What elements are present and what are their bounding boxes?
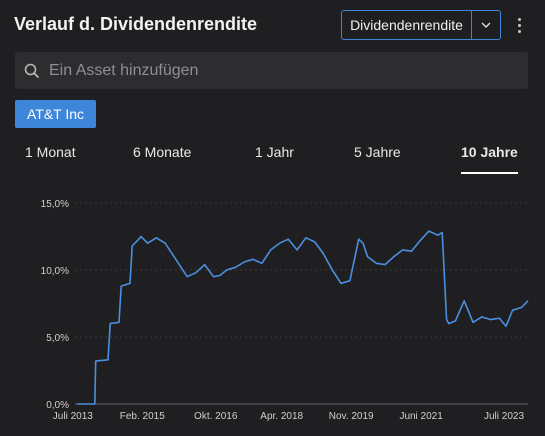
y-tick-label: 10,0%: [41, 266, 69, 277]
tab-1-year[interactable]: 1 Jahr: [255, 144, 294, 160]
more-options-icon[interactable]: [512, 15, 526, 35]
y-tick-label: 15,0%: [41, 199, 69, 210]
x-tick-label: Nov. 2019: [329, 411, 374, 422]
y-tick-label: 0,0%: [46, 400, 69, 411]
search-input[interactable]: [47, 60, 528, 81]
tab-6-months[interactable]: 6 Monate: [133, 144, 192, 160]
series-line-0: [77, 230, 529, 405]
search-box[interactable]: [15, 52, 528, 89]
tab-5-years[interactable]: 5 Jahre: [354, 144, 401, 160]
page-title: Verlauf d. Dividendenrendite: [14, 14, 258, 34]
y-tick-label: 5,0%: [46, 333, 69, 344]
metric-dropdown[interactable]: Dividendenrendite: [341, 10, 501, 40]
time-range-tabs: 1 Monat 6 Monate 1 Jahr 5 Jahre 10 Jahre: [0, 140, 545, 174]
x-tick-label: Juni 2021: [399, 411, 443, 422]
dividend-yield-chart: 0,0% 5,0% 10,0% 15,0% Juli 2013 Feb. 2015 Okt.…: [41, 199, 529, 422]
x-tick-label: Juli 2013: [53, 411, 93, 422]
tab-10-years[interactable]: 10 Jahre: [461, 144, 518, 174]
x-tick-label: Feb. 2015: [120, 411, 165, 422]
chevron-down-icon[interactable]: [471, 11, 500, 39]
x-tick-label: Apr. 2018: [260, 411, 303, 422]
asset-chip[interactable]: AT&T Inc: [15, 100, 96, 128]
search-icon: [24, 63, 40, 78]
tab-1-month[interactable]: 1 Monat: [25, 144, 76, 160]
x-tick-label: Juli 2023: [484, 411, 524, 422]
x-tick-label: Okt. 2016: [194, 411, 238, 422]
metric-dropdown-value[interactable]: Dividendenrendite: [350, 17, 463, 33]
